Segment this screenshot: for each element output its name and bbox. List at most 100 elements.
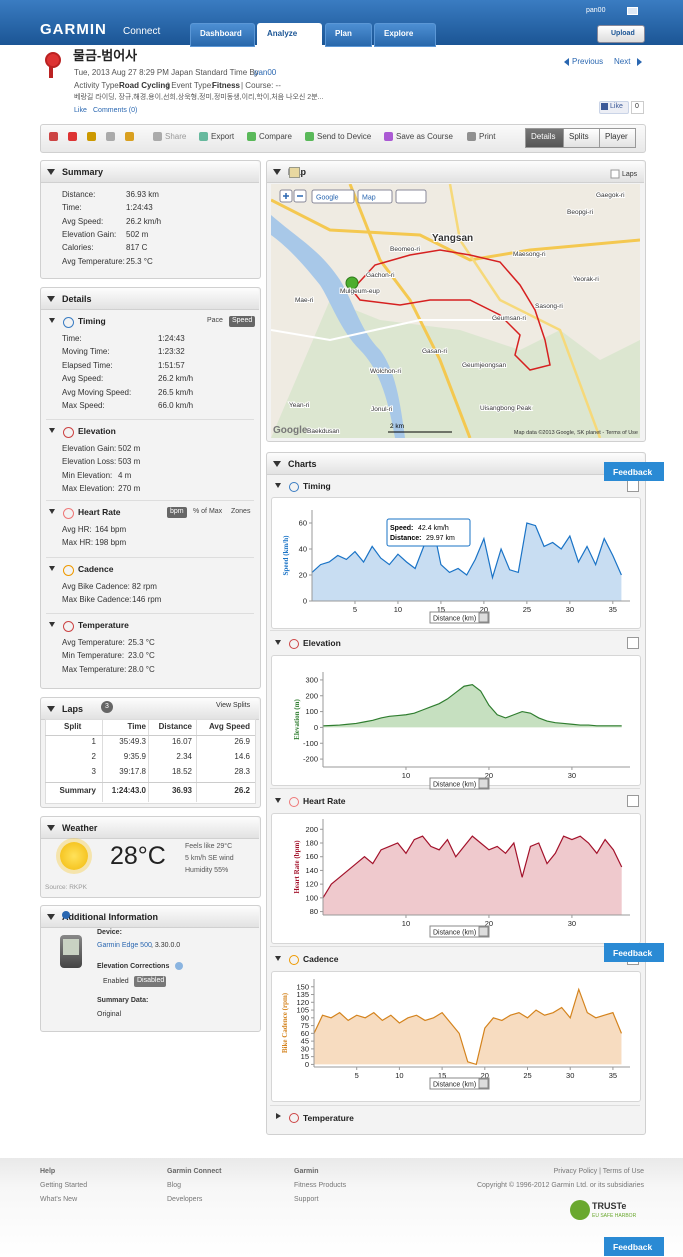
chart-toggle[interactable] (275, 956, 281, 961)
device-link[interactable]: Garmin Edge 500 (97, 942, 152, 949)
nav-label[interactable]: Analyze (267, 29, 298, 38)
footer-link[interactable]: Support (294, 1196, 319, 1203)
collapse-toggle[interactable] (47, 914, 55, 920)
laps-toggle-label[interactable]: Laps (622, 171, 638, 178)
section-toggle[interactable] (49, 318, 55, 323)
nav-tab[interactable] (374, 23, 436, 47)
feedback-label[interactable]: Feedback (613, 1242, 653, 1252)
mail-icon[interactable] (627, 7, 638, 15)
expand-icon[interactable] (627, 637, 639, 649)
toolbar-icon[interactable] (125, 132, 134, 141)
chart-divider (270, 946, 640, 947)
upload-button[interactable] (597, 25, 645, 43)
toolbar-icon[interactable] (87, 132, 96, 141)
section-toggle[interactable] (49, 509, 55, 514)
nav-tab[interactable] (257, 23, 322, 47)
previous-link[interactable]: Previous (572, 57, 604, 66)
charts-title: Charts (288, 459, 317, 469)
footer-legal[interactable]: Privacy Policy | Terms of Use (553, 1168, 644, 1175)
action-label[interactable]: Share (165, 132, 187, 141)
footer-link[interactable]: Fitness Products (294, 1182, 347, 1189)
footer-link[interactable]: What's New (40, 1196, 78, 1203)
expand-icon[interactable] (627, 795, 639, 807)
option-badge[interactable] (167, 507, 187, 518)
laps-summary: 1:24:43.0 (111, 786, 146, 795)
stat-value: 28.0 °C (128, 664, 155, 674)
feedback-label[interactable]: Feedback (613, 948, 653, 958)
activity-owner[interactable]: pan00 (254, 68, 277, 77)
upload-label[interactable]: Upload (611, 30, 635, 37)
summary-data-label: Summary Data: (97, 997, 149, 1004)
chart-toggle[interactable] (275, 640, 281, 645)
activity-type-label: Activity Type: (74, 81, 121, 90)
collapse-toggle[interactable] (273, 461, 281, 467)
view-button[interactable] (599, 128, 636, 148)
view-splits-link[interactable]: View Splits (216, 702, 251, 709)
collapse-toggle[interactable] (47, 706, 55, 712)
next-arrow[interactable] (637, 58, 642, 66)
prev-arrow[interactable] (564, 58, 569, 66)
stat-value: 82 rpm (132, 582, 157, 591)
action-label[interactable]: Compare (259, 132, 292, 141)
footer-link[interactable]: Blog (167, 1182, 182, 1189)
footer-heading: Garmin Connect (167, 1168, 222, 1175)
footer-link[interactable]: Getting Started (40, 1182, 88, 1189)
collapsed-toggle[interactable] (276, 1113, 281, 1119)
nav-tab[interactable] (190, 23, 255, 47)
action-icon[interactable] (305, 132, 314, 141)
action-label[interactable]: Print (479, 132, 496, 141)
action-label[interactable]: Save as Course (396, 132, 453, 141)
stat-label: Time: (62, 203, 82, 213)
stat-label: Max Elevation: (62, 484, 115, 494)
option-badge[interactable] (229, 316, 255, 327)
view-label[interactable]: Splits (569, 132, 589, 141)
next-link[interactable]: Next (614, 57, 631, 66)
elev-option[interactable]: Disabled (137, 977, 165, 984)
option-label[interactable]: Pace (207, 317, 223, 324)
nav-tab[interactable] (325, 23, 372, 47)
user-name[interactable]: pan00 (586, 7, 606, 14)
nav-label[interactable]: Plan (335, 29, 352, 38)
stat-value: 270 m (118, 484, 141, 494)
section-toggle[interactable] (49, 566, 55, 571)
option-label[interactable]: Zones (231, 508, 251, 515)
elev-badge[interactable] (134, 976, 166, 987)
action-label[interactable]: Send to Device (317, 132, 372, 141)
section-toggle[interactable] (49, 622, 55, 627)
option-label[interactable]: bpm (170, 508, 184, 515)
like-link[interactable]: Like (74, 107, 87, 114)
view-label[interactable]: Player (605, 132, 628, 141)
action-icon[interactable] (199, 132, 208, 141)
feedback-button[interactable] (604, 943, 664, 962)
collapse-toggle[interactable] (273, 169, 281, 175)
toolbar-icon[interactable] (106, 132, 115, 141)
chart-toggle[interactable] (275, 798, 281, 803)
action-icon[interactable] (247, 132, 256, 141)
nav-label[interactable]: Explore (384, 29, 414, 38)
action-icon[interactable] (467, 132, 476, 141)
collapse-toggle[interactable] (47, 169, 55, 175)
section-toggle[interactable] (49, 428, 55, 433)
collapse-toggle[interactable] (47, 825, 55, 831)
footer-link[interactable]: Developers (167, 1196, 203, 1203)
option-label[interactable]: % of Max (193, 508, 223, 515)
action-icon[interactable] (153, 132, 162, 141)
feedback-label[interactable]: Feedback (613, 467, 653, 477)
comments-link[interactable]: Comments (0) (93, 107, 138, 114)
toolbar-icon[interactable] (68, 132, 77, 141)
feedback-button[interactable] (604, 462, 664, 481)
toolbar-icon[interactable] (49, 132, 58, 141)
view-label[interactable]: Details (531, 132, 556, 141)
chart-toggle[interactable] (275, 483, 281, 488)
elev-option[interactable]: Enabled (103, 978, 129, 985)
feedback-button[interactable] (604, 1237, 664, 1256)
collapse-toggle[interactable] (47, 296, 55, 302)
stat-label: Avg Moving Speed: (62, 387, 132, 397)
action-label[interactable]: Export (211, 132, 235, 141)
nav-label[interactable]: Dashboard (200, 29, 242, 38)
option-label[interactable]: Speed (232, 317, 253, 324)
expand-icon[interactable] (627, 480, 639, 492)
action-icon[interactable] (384, 132, 393, 141)
details-title: Details (62, 294, 92, 304)
fb-like-label[interactable]: Like (610, 103, 623, 110)
